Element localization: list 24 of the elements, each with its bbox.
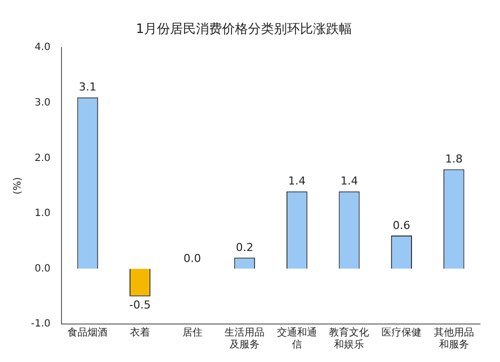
x-tick-label: 食品烟酒	[68, 326, 108, 339]
chart-title: 1月份居民消费价格分类别环比涨跌幅	[136, 22, 352, 38]
data-label: 1.4	[288, 174, 306, 188]
x-tick-label: 居住	[182, 328, 202, 339]
data-label: 3.1	[78, 80, 96, 94]
x-tick-label: 其他用品和服务	[434, 326, 474, 351]
y-tick-label: 2.0	[34, 152, 51, 164]
data-label: 0.0	[184, 252, 202, 266]
x-tick-label: 衣着	[130, 326, 150, 339]
y-tick-label: -1.0	[30, 318, 51, 330]
y-tick-label: 4.0	[34, 42, 51, 54]
data-label: 1.4	[340, 174, 358, 188]
y-axis-title: (%)	[12, 177, 24, 194]
x-tick-label: 医疗保健	[382, 326, 422, 339]
data-label: 0.6	[392, 218, 410, 232]
data-label: -0.5	[129, 298, 151, 312]
data-label: 1.8	[445, 152, 463, 166]
y-tick-label: 0.0	[34, 263, 51, 274]
x-tick-label: 交通和通信	[276, 326, 317, 351]
y-tick-label: 3.0	[34, 97, 51, 108]
y-tick-label: 1.0	[34, 208, 51, 220]
data-label: 0.2	[236, 241, 254, 254]
x-tick-label: 教育文化和娱乐	[329, 326, 370, 351]
x-tick-label: 生活用品及服务	[224, 326, 265, 351]
